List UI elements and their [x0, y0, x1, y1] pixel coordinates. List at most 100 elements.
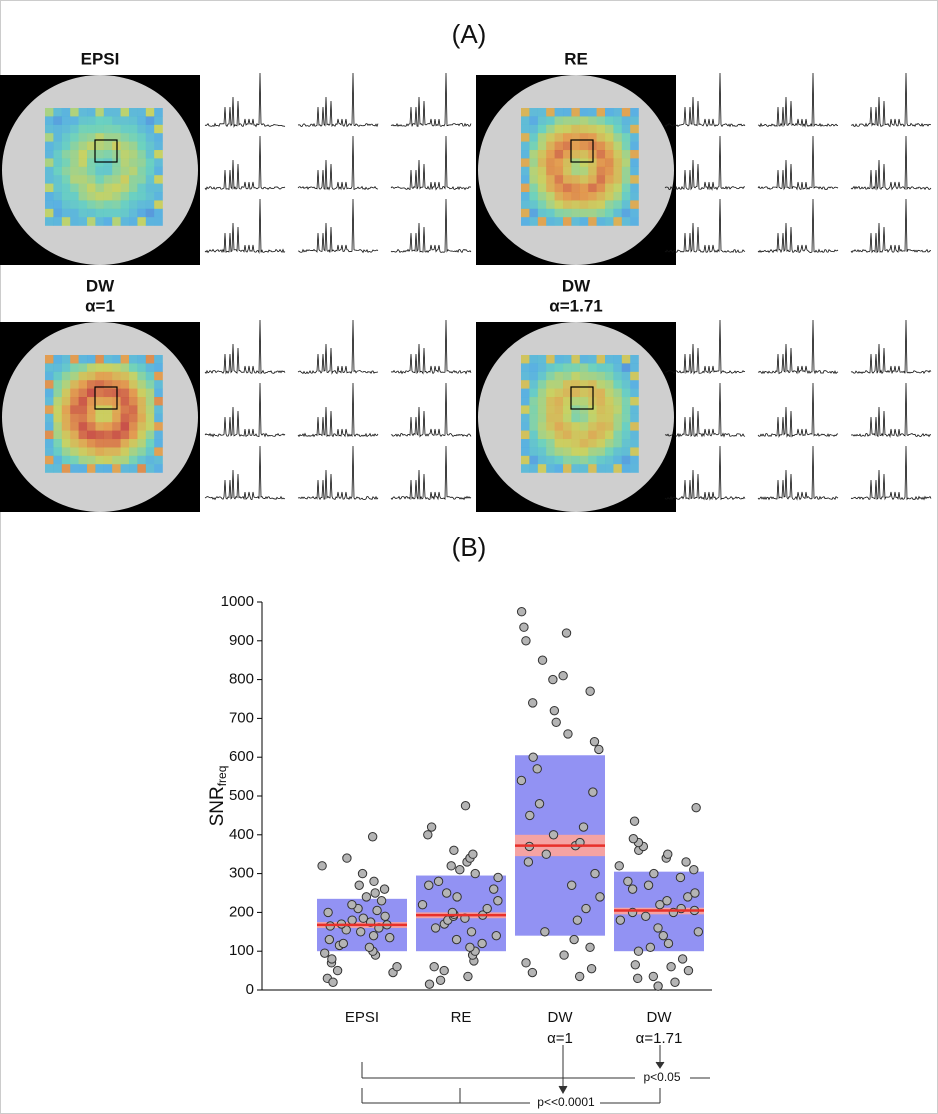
map-cell [521, 380, 530, 389]
map-cell [630, 447, 639, 456]
map-cell [103, 397, 113, 406]
map-cell [112, 455, 121, 465]
map-cell [613, 192, 622, 201]
map-cell [605, 183, 614, 193]
map-cell [571, 380, 580, 389]
map-cell [630, 405, 639, 414]
map-cell [563, 413, 572, 423]
map-cell [103, 363, 113, 372]
point [466, 927, 477, 937]
spectrum [204, 198, 286, 254]
map-cell [129, 133, 138, 142]
map-cell [588, 413, 597, 423]
map-cell [87, 108, 96, 117]
point [367, 832, 378, 842]
map-cell [630, 355, 639, 364]
map-cell [605, 175, 614, 184]
map-cell [596, 430, 606, 440]
map-cell [537, 133, 547, 142]
map-cell [613, 413, 622, 423]
map-cell [103, 355, 113, 364]
spectrum [390, 135, 472, 191]
map-cell [103, 141, 113, 151]
map-cell [137, 116, 146, 125]
point [548, 674, 558, 685]
map-cell [103, 388, 113, 398]
map-cell [621, 371, 631, 381]
map-cell [145, 217, 155, 226]
point [369, 876, 379, 887]
point [521, 636, 531, 646]
map-cell [137, 208, 146, 218]
map-cell [571, 158, 580, 167]
map-cell [129, 430, 138, 440]
map-cell [563, 192, 572, 201]
map-cell [95, 166, 104, 176]
map-cell [563, 150, 572, 159]
map-cell [78, 133, 88, 142]
map-cell [112, 363, 121, 372]
map-cell [129, 455, 138, 465]
point [615, 915, 626, 925]
map-cell [120, 108, 130, 117]
x-tick-label: DW [647, 1009, 673, 1026]
map-cell [571, 439, 580, 448]
spectrum [297, 382, 379, 438]
map-cell [521, 413, 530, 423]
map-cell [103, 380, 113, 389]
map-cell [596, 217, 606, 226]
map-cell [78, 217, 88, 226]
map-cell [630, 116, 639, 125]
map-cell [137, 439, 146, 448]
map-cell [596, 192, 606, 201]
map-cell [53, 166, 62, 176]
map-cell [605, 200, 614, 209]
map-cell [70, 108, 79, 117]
map-cell [630, 124, 639, 134]
map-cell [129, 422, 138, 431]
map-cell [87, 141, 96, 151]
map-cell [605, 439, 614, 448]
map-cell [605, 166, 614, 176]
map-cell [563, 397, 572, 406]
map-cell [563, 405, 572, 414]
map-cell [78, 363, 88, 372]
map-cell [596, 183, 606, 193]
y-tick-label: 400 [229, 826, 254, 843]
map-cell [596, 464, 606, 473]
y-axis-label: SNRfreq [207, 766, 229, 827]
map-cell [554, 355, 564, 364]
x-tick-label: α=1 [547, 1030, 573, 1047]
map-cell [588, 380, 597, 389]
map-cell [579, 108, 589, 117]
map-cell [154, 380, 163, 389]
map-cell [145, 141, 155, 151]
map-cell [95, 200, 104, 209]
point [633, 946, 644, 956]
map-cell [145, 150, 155, 159]
point [424, 979, 435, 989]
map-cell [579, 455, 589, 465]
map-cell [120, 158, 130, 167]
map-cell [78, 430, 88, 440]
map-cell [45, 116, 54, 125]
map-cell [112, 200, 121, 209]
map-cell [521, 150, 530, 159]
spectrum [757, 382, 839, 438]
map-cell [613, 355, 622, 364]
point [594, 744, 604, 755]
map-cell [78, 192, 88, 201]
map-cell [588, 133, 597, 142]
map-cell [145, 388, 155, 398]
map-cell [554, 413, 564, 423]
x-tick-label: DW [548, 1009, 574, 1026]
map-cell [145, 439, 155, 448]
map-cell [53, 124, 62, 134]
map-cell [546, 464, 555, 473]
map-cell [129, 464, 138, 473]
map-cell [563, 464, 572, 473]
map-cell [605, 413, 614, 423]
map-cell [537, 455, 547, 465]
map-cell [613, 208, 622, 218]
map-cell [554, 380, 564, 389]
